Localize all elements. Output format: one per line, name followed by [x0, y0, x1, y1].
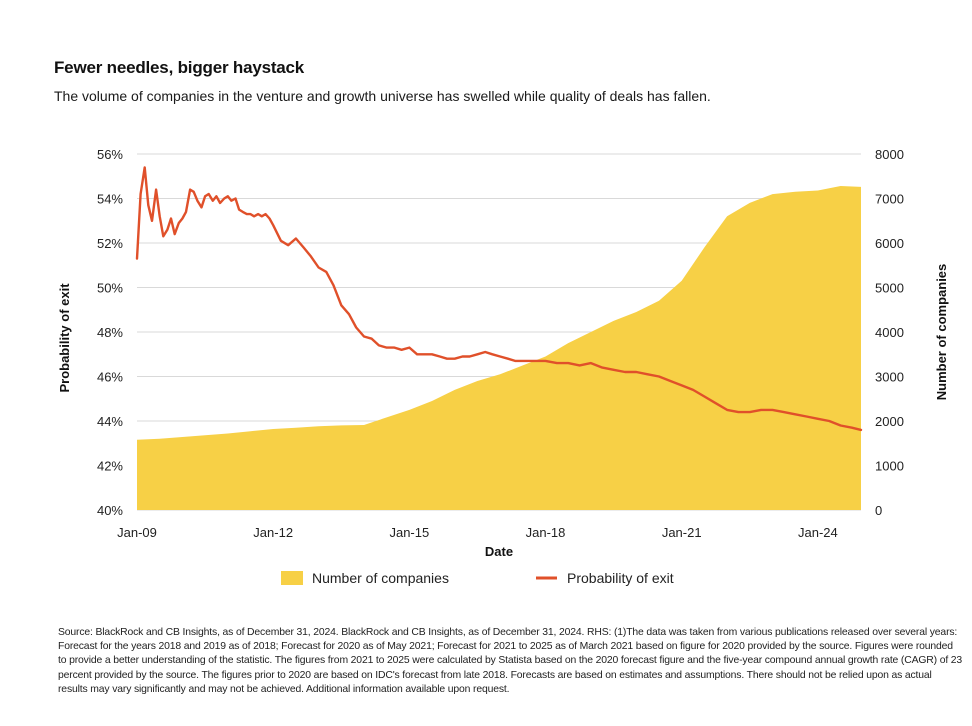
left-tick-label: 54%: [97, 192, 123, 207]
right-tick-label: 3000: [875, 370, 904, 385]
exit-probability-line-series: [135, 166, 863, 432]
chart-svg: 40% 42% 44% 46% 48% 50% 52% 54% 56% 0 1000 2000 300…: [57, 147, 949, 586]
left-tick-label: 50%: [97, 281, 123, 296]
chart-subtitle: The volume of companies in the venture a…: [54, 88, 711, 104]
left-tick-label: 56%: [97, 147, 123, 162]
chart-title: Fewer needles, bigger haystack: [54, 58, 305, 77]
left-tick-label: 48%: [97, 325, 123, 340]
right-tick-label: 8000: [875, 147, 904, 162]
left-axis-title: Probability of exit: [57, 283, 72, 393]
left-tick-label: 40%: [97, 503, 123, 518]
legend: Number of companies Probability of exit: [281, 570, 674, 586]
left-tick-label: 44%: [97, 414, 123, 429]
right-tick-label: 5000: [875, 281, 904, 296]
x-tick-label: Jan-09: [117, 525, 157, 540]
right-tick-label: 2000: [875, 414, 904, 429]
right-tick-label: 7000: [875, 192, 904, 207]
x-tick-label: Jan-12: [253, 525, 293, 540]
x-axis-title: Date: [485, 544, 513, 559]
right-axis-title: Number of companies: [934, 264, 949, 401]
legend-swatch-companies: [281, 571, 303, 585]
x-tick-label: Jan-21: [662, 525, 702, 540]
right-tick-label: 0: [875, 503, 882, 518]
exit-probability-line: [135, 166, 863, 432]
companies-area: [137, 186, 861, 510]
left-tick-label: 46%: [97, 370, 123, 385]
x-tick-label: Jan-24: [798, 525, 838, 540]
x-tick-label: Jan-18: [526, 525, 566, 540]
left-tick-label: 52%: [97, 236, 123, 251]
x-axis-ticks: Jan-09 Jan-12 Jan-15 Jan-18 Jan-21 Jan-24: [117, 525, 838, 540]
right-tick-label: 4000: [875, 325, 904, 340]
source-footnote: Source: BlackRock and CB Insights, as of…: [58, 627, 963, 695]
right-tick-label: 1000: [875, 459, 904, 474]
right-axis-ticks: 0 1000 2000 3000 4000 5000 6000 7000 8000: [875, 147, 904, 518]
right-tick-label: 6000: [875, 236, 904, 251]
legend-label-companies: Number of companies: [312, 570, 449, 586]
legend-label-exit-probability: Probability of exit: [567, 570, 674, 586]
left-tick-label: 42%: [97, 459, 123, 474]
left-axis-ticks: 40% 42% 44% 46% 48% 50% 52% 54% 56%: [97, 147, 123, 518]
x-tick-label: Jan-15: [389, 525, 429, 540]
companies-area-series: [137, 186, 861, 510]
